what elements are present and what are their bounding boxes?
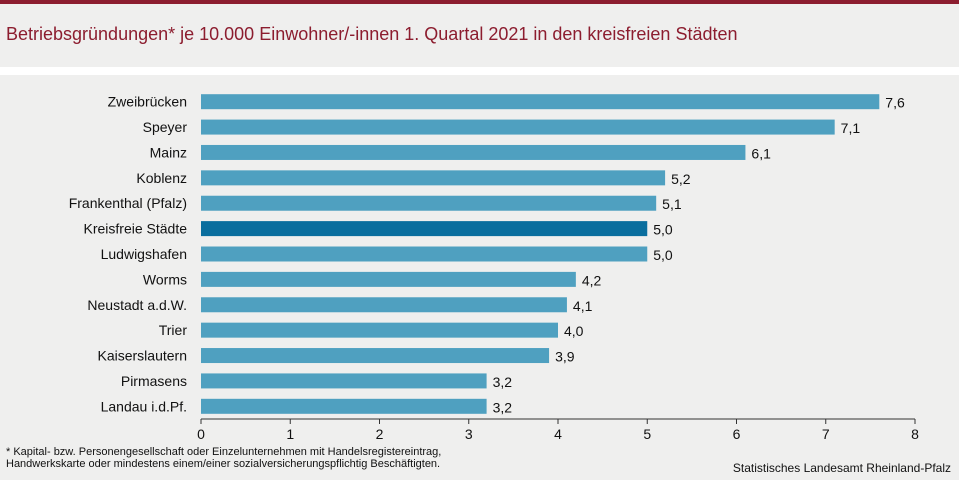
bar <box>201 297 567 313</box>
category-label: Trier <box>159 322 188 338</box>
category-label: Frankenthal (Pfalz) <box>69 195 187 211</box>
data-label: 7,1 <box>841 120 861 136</box>
title-separator <box>0 67 959 75</box>
category-label: Ludwigshafen <box>101 246 187 262</box>
bar <box>201 398 487 414</box>
footnote: * Kapital- bzw. Personengesellschaft ode… <box>6 446 441 470</box>
category-label: Worms <box>143 271 187 287</box>
bar <box>201 348 550 364</box>
bar <box>201 144 746 160</box>
bar <box>201 271 576 287</box>
bar <box>201 195 657 211</box>
data-label: 5,0 <box>653 247 673 263</box>
category-label: Koblenz <box>136 170 187 186</box>
footnote-line-1: * Kapital- bzw. Personengesellschaft ode… <box>6 446 442 458</box>
data-label: 6,1 <box>751 145 771 161</box>
x-tick-label: 7 <box>822 426 830 442</box>
data-label: 5,2 <box>671 171 691 187</box>
x-tick-label: 0 <box>197 426 205 442</box>
data-label: 7,6 <box>885 95 905 111</box>
category-label: Pirmasens <box>121 373 187 389</box>
top-accent-bar <box>0 0 959 4</box>
footnote-line-2: Handwerkskarte oder mindestens einem/ein… <box>6 458 441 470</box>
data-label: 5,0 <box>653 222 673 238</box>
chart-title: Betriebsgründungen* je 10.000 Einwohner/… <box>6 24 738 44</box>
x-tick-label: 6 <box>733 426 741 442</box>
category-label: Speyer <box>143 119 188 135</box>
data-label: 3,9 <box>555 349 575 365</box>
x-tick-label: 5 <box>643 426 651 442</box>
data-label: 4,1 <box>573 298 593 314</box>
bar <box>201 322 558 338</box>
bar <box>201 94 880 110</box>
bar <box>201 119 835 135</box>
category-label: Mainz <box>150 144 187 160</box>
x-tick-label: 1 <box>286 426 294 442</box>
bar <box>201 246 648 262</box>
bar <box>201 373 487 389</box>
x-tick-label: 3 <box>465 426 473 442</box>
data-label: 4,0 <box>564 323 584 339</box>
category-label: Neustadt a.d.W. <box>87 297 187 313</box>
category-label: Kaiserslautern <box>98 348 188 364</box>
x-tick-label: 4 <box>554 426 562 442</box>
data-label: 3,2 <box>493 399 513 415</box>
data-label: 4,2 <box>582 272 602 288</box>
data-label: 3,2 <box>493 374 513 390</box>
category-label: Zweibrücken <box>108 94 187 110</box>
x-tick-label: 2 <box>376 426 384 442</box>
bar <box>201 170 666 186</box>
bar <box>201 221 648 237</box>
data-label: 5,1 <box>662 196 682 212</box>
source-note: Statistisches Landesamt Rheinland-Pfalz <box>732 461 951 475</box>
category-label: Kreisfreie Städte <box>84 221 188 237</box>
x-tick-label: 8 <box>911 426 919 442</box>
category-label: Landau i.d.Pf. <box>101 398 187 414</box>
